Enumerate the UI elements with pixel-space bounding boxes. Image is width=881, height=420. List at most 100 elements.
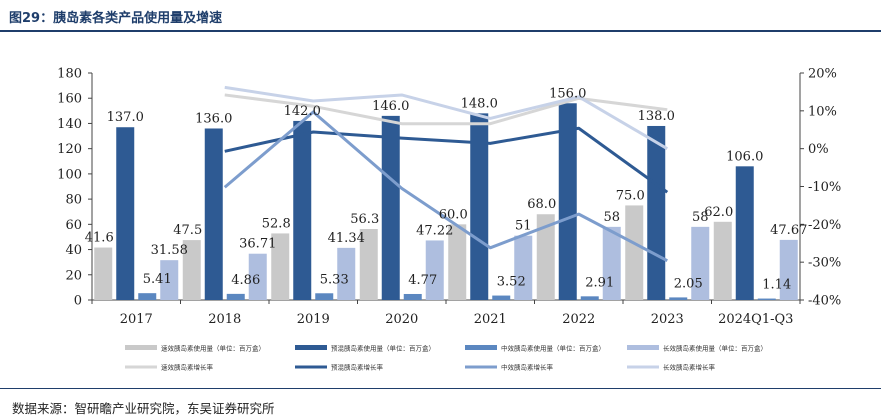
data-label: 47.67 (770, 223, 807, 238)
data-label: 52.8 (262, 216, 291, 231)
data-label: 137.0 (107, 110, 144, 125)
left-tick-label: 60 (65, 218, 82, 233)
bar-4-2017 (160, 260, 179, 300)
bar-4-2020 (425, 240, 444, 300)
x-tick-label: 2019 (297, 312, 330, 327)
legend-swatch (125, 345, 157, 350)
bars-layer (94, 103, 798, 300)
source-rule (0, 388, 881, 389)
data-label: 138.0 (638, 109, 675, 124)
data-label: 1.14 (762, 278, 791, 293)
line-series-1 (224, 93, 668, 126)
bar-1-2018 (182, 240, 201, 300)
bar-2-2019 (293, 120, 312, 300)
axes-layer: 0 20 40 60 80 100 120 140 160 180 -40% -30% -20% -10%… (57, 67, 841, 328)
data-label: 5.41 (143, 272, 172, 287)
data-label: 36.71 (239, 237, 276, 252)
data-label: 47.5 (173, 223, 202, 238)
chart-legend: 速效胰岛素使用量（单位：百万盒） 预混胰岛素使用量（单位：百万盒） 中效胰岛素使用量… (125, 344, 767, 372)
bar-2-2022 (558, 103, 577, 300)
data-label: 62.0 (704, 205, 733, 220)
data-label: 2.05 (674, 276, 703, 291)
bar-2-2023 (647, 125, 666, 300)
data-label: 3.52 (497, 275, 526, 290)
data-label: 58 (603, 210, 620, 225)
x-tick-label: 2022 (562, 312, 595, 327)
data-label: 41.34 (328, 231, 365, 246)
data-label: 106.0 (726, 149, 763, 164)
legend-swatch (465, 345, 497, 350)
left-tick-label: 160 (57, 92, 82, 107)
bar-4-2018 (248, 253, 267, 300)
bar-2-2021 (470, 113, 489, 300)
bar-4-2024Q1-Q3 (779, 239, 798, 300)
legend-label: 预混胰岛素增长率 (331, 363, 384, 372)
bar-4-2023 (691, 226, 710, 300)
right-tick-label: -40% (808, 294, 841, 309)
bar-2-2024Q1-Q3 (735, 166, 754, 300)
x-tick-label: 2017 (120, 312, 153, 327)
legend-label: 长效胰岛素增长率 (663, 363, 716, 372)
bar-3-2020 (403, 293, 422, 300)
left-tick-label: 20 (65, 268, 82, 283)
data-label: 146.0 (372, 99, 409, 114)
left-tick-label: 80 (65, 193, 82, 208)
x-tick-label: 2018 (208, 312, 241, 327)
left-tick-label: 140 (57, 117, 82, 132)
bar-3-2023 (669, 297, 688, 300)
data-label: 142.0 (284, 104, 321, 119)
legend-label: 速效胰岛素增长率 (161, 363, 214, 372)
bar-3-2022 (580, 296, 599, 300)
data-label: 47.22 (416, 223, 453, 238)
lines-layer (223, 85, 669, 262)
figure-title: 图29：胰岛素各类产品使用量及增速 (9, 11, 223, 26)
bar-1-2022 (536, 214, 555, 300)
data-label: 136.0 (195, 111, 232, 126)
bar-2-2020 (381, 115, 400, 300)
bar-3-2017 (138, 293, 157, 300)
left-tick-label: 100 (57, 167, 82, 182)
insulin-usage-chart: 0 20 40 60 80 100 120 140 160 180 -40% -30% -20% -10%… (57, 67, 841, 372)
line-series-2 (224, 126, 669, 194)
legend-label: 长效胰岛素使用量（单位：百万盒） (663, 344, 767, 353)
data-label: 60.0 (439, 207, 468, 222)
right-tick-label: -10% (808, 180, 841, 195)
legend-label: 速效胰岛素使用量（单位：百万盒） (161, 344, 265, 353)
data-label: 31.58 (151, 243, 188, 258)
legend-swatch (627, 345, 659, 350)
right-tick-label: 10% (808, 104, 837, 119)
x-tick-label: 2020 (385, 312, 418, 327)
data-label: 148.0 (461, 96, 498, 111)
bar-2-2018 (204, 128, 223, 300)
bar-4-2019 (337, 247, 356, 300)
bar-4-2021 (514, 235, 533, 300)
legend-label: 预混胰岛素使用量（单位：百万盒） (331, 344, 435, 353)
bar-4-2022 (602, 226, 621, 300)
labels-layer: 41.6 47.5 52.8 56.3 60.0 68.0 75.0 62.0 137.0 136… (85, 86, 808, 292)
bar-1-2017 (94, 247, 113, 300)
right-tick-label: 0% (808, 142, 829, 157)
data-label: 51 (515, 219, 532, 234)
line-series-3 (223, 110, 668, 262)
legend-label: 中效胰岛素增长率 (501, 363, 554, 372)
x-tick-label: 2024Q1-Q3 (718, 312, 793, 327)
left-tick-label: 40 (65, 243, 82, 258)
data-label: 68.0 (527, 197, 556, 212)
bar-3-2019 (315, 293, 334, 300)
bar-3-2024Q1-Q3 (757, 298, 776, 300)
left-tick-label: 180 (57, 67, 82, 82)
bar-2-2017 (116, 127, 135, 300)
bar-1-2024Q1-Q3 (713, 221, 732, 300)
data-label: 5.33 (320, 272, 349, 287)
title-rule (0, 30, 881, 32)
x-tick-label: 2021 (474, 312, 507, 327)
right-tick-label: -20% (808, 218, 841, 233)
data-label: 41.6 (85, 231, 114, 246)
legend-label: 中效胰岛素使用量（单位：百万盒） (501, 344, 605, 353)
data-label: 56.3 (350, 212, 379, 227)
bar-1-2021 (448, 224, 467, 300)
bar-1-2019 (271, 233, 290, 300)
left-tick-label: 120 (57, 142, 82, 157)
right-tick-label: -30% (808, 256, 841, 271)
x-tick-label: 2023 (651, 312, 684, 327)
